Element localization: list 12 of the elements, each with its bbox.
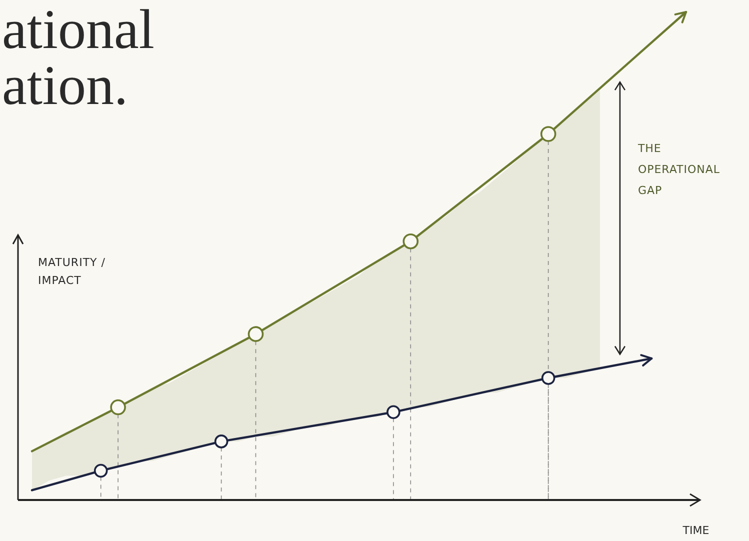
- chart-title: ational ation.: [2, 0, 154, 117]
- x-axis-title: TIME: [682, 524, 710, 537]
- y-axis-title: MATURITY / IMPACT: [38, 256, 106, 287]
- point: [94, 464, 108, 478]
- annotation: THE OPERATIONAL GAP: [636, 142, 720, 198]
- point: [541, 371, 556, 385]
- point: [110, 399, 126, 416]
- point: [402, 233, 419, 250]
- point: [214, 434, 228, 448]
- point: [248, 326, 264, 342]
- point: [540, 126, 556, 142]
- point: [386, 405, 400, 420]
